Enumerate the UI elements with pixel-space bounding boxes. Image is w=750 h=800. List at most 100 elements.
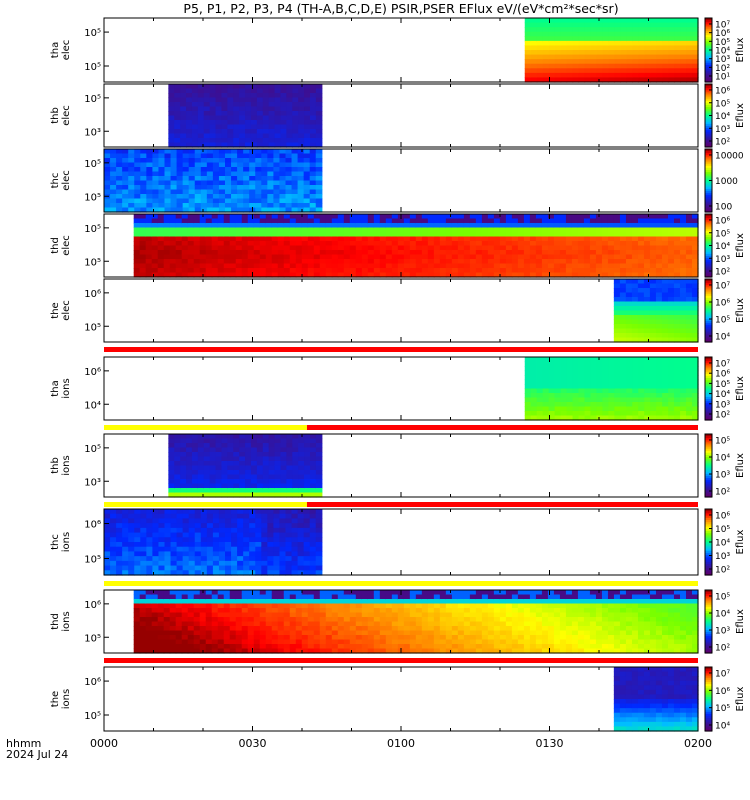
spectrogram-cell <box>680 31 687 37</box>
spectrogram-cell <box>227 434 234 440</box>
spectrogram-cell <box>403 227 411 233</box>
spectrogram-cell <box>206 546 214 553</box>
colorbar-frame <box>704 278 713 343</box>
spectrogram-cell <box>245 106 252 112</box>
colorbar-cell <box>705 232 712 236</box>
spectrogram-cell <box>584 77 592 83</box>
spectrogram-cell <box>613 272 621 278</box>
spectrogram-cell <box>487 218 495 224</box>
spectrogram-cell <box>661 232 669 238</box>
spectrogram-cell <box>174 84 181 90</box>
spectrogram-cell <box>315 124 323 130</box>
spectrogram-cell <box>614 375 621 381</box>
spectrogram-cell <box>277 272 285 278</box>
spectrogram-cell <box>680 406 687 412</box>
spectrogram-cell <box>182 560 190 567</box>
spectrogram-cell <box>427 218 435 224</box>
spectrogram-cell <box>602 59 609 65</box>
spectrogram-cell <box>578 388 586 394</box>
spectrogram-cell <box>310 102 317 108</box>
spectrogram-cell <box>249 176 256 182</box>
spectrogram-cell <box>261 180 268 186</box>
spectrogram-cell <box>661 283 669 289</box>
spectrogram-cell <box>262 102 270 108</box>
spectrogram-cell <box>152 556 160 562</box>
spectrogram-cell <box>170 523 178 529</box>
spectrogram-cell <box>267 518 274 524</box>
spectrogram-cell <box>104 542 111 548</box>
spectrogram-cell <box>602 388 609 394</box>
spectrogram-cell <box>250 438 258 444</box>
spectrogram-cell <box>199 626 207 632</box>
spectrogram-cell <box>680 45 687 51</box>
spectrogram-cell <box>590 411 598 417</box>
spectrogram-cell <box>158 176 166 182</box>
colorbar-cell <box>705 471 712 475</box>
spectrogram-cell <box>601 268 609 274</box>
spectrogram-cell <box>596 63 604 69</box>
spectrogram-cell <box>188 551 196 557</box>
spectrogram-cell <box>225 149 232 155</box>
spectrogram-cell <box>218 162 226 168</box>
colorbar-cell <box>705 24 712 28</box>
spectrogram-cell <box>596 50 604 56</box>
spectrogram-cell <box>679 263 687 269</box>
spectrogram-cell <box>267 556 274 562</box>
spectrogram-cell <box>319 245 327 251</box>
spectrogram-cell <box>493 223 501 229</box>
spectrogram-cell <box>273 523 281 529</box>
spectrogram-cell <box>286 461 293 467</box>
spectrogram-cell <box>613 283 621 289</box>
spectrogram-cell <box>620 402 627 408</box>
colorbar-tick-label: 10⁴ <box>715 390 730 400</box>
spectrogram-cell <box>607 245 615 251</box>
spectrogram-cell <box>168 88 175 94</box>
spectrogram-cell <box>229 608 237 614</box>
spectrogram-cell <box>565 272 573 278</box>
spectrogram-cell <box>215 97 223 103</box>
spectrogram-cell <box>644 72 651 79</box>
spectrogram-cell <box>379 227 387 233</box>
spectrogram-cell <box>692 223 699 229</box>
spectrogram-cell <box>637 245 645 251</box>
spectrogram-cell <box>128 546 135 553</box>
spectrogram-cell <box>655 259 663 265</box>
spectrogram-cell <box>168 452 175 458</box>
spectrogram-cell <box>661 279 669 285</box>
spectrogram-cell <box>122 203 129 209</box>
spectrogram-cell <box>638 406 645 412</box>
spectrogram-cell <box>530 361 538 367</box>
colorbar-cell <box>705 159 712 163</box>
spectrogram-cell <box>655 324 663 330</box>
spectrogram-cell <box>667 245 675 251</box>
spectrogram-cell <box>158 162 166 168</box>
spectrogram-cell <box>181 218 189 224</box>
colorbar-cell <box>705 473 712 477</box>
panel-frame <box>103 278 699 343</box>
spectrogram-cell <box>235 590 243 596</box>
spectrogram-cell <box>250 93 258 99</box>
spectrogram-cell <box>529 227 537 233</box>
spectrogram-cell <box>206 523 214 529</box>
spectrogram-cell <box>679 245 687 251</box>
spectrogram-cell <box>182 532 190 538</box>
spectrogram-cell <box>686 45 693 51</box>
spectrogram-cell <box>637 232 645 238</box>
spectrogram-cell <box>445 214 453 220</box>
colorbar-cell <box>705 35 712 38</box>
spectrogram-cell <box>197 492 205 498</box>
spectrogram-cell <box>325 245 333 251</box>
spectrogram-cell <box>637 227 645 233</box>
spectrogram-cell <box>427 245 435 251</box>
spectrogram-cell <box>620 36 627 42</box>
spectrogram-cell <box>433 223 441 229</box>
spectrogram-cell <box>265 241 273 247</box>
spectrogram-cell <box>170 560 178 567</box>
spectrogram-cell <box>631 328 639 334</box>
spectrogram-cell <box>209 142 217 148</box>
spectrogram-cell <box>614 31 621 37</box>
spectrogram-cell <box>554 379 562 385</box>
spectrogram-cell <box>584 366 592 372</box>
spectrogram-cell <box>227 106 234 112</box>
spectrogram-cell <box>554 411 562 417</box>
